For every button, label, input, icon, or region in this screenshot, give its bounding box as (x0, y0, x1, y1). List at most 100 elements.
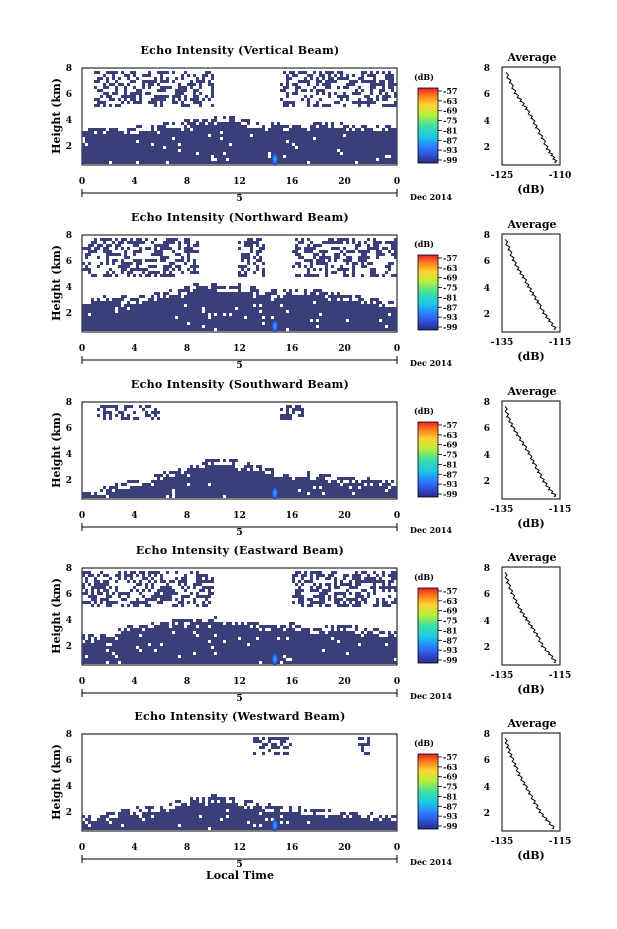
heatmap-cell (181, 577, 184, 580)
heatmap-cell (166, 649, 169, 652)
heatmap-cell (205, 128, 208, 131)
heatmap-cell (382, 313, 385, 316)
heatmap-cell (106, 592, 109, 595)
heatmap-cell (190, 495, 193, 498)
heatmap-cell (94, 86, 97, 89)
heatmap-cell (118, 146, 121, 149)
heatmap-cell (385, 143, 388, 146)
heatmap-cell (367, 101, 370, 104)
heatmap-cell (202, 137, 205, 140)
heatmap-cell (262, 301, 265, 304)
heatmap-cell (187, 307, 190, 310)
heatmap-cell (337, 155, 340, 158)
heatmap-cell (202, 295, 205, 298)
heatmap-cell (175, 259, 178, 262)
heatmap-cell (163, 128, 166, 131)
heatmap-cell (346, 304, 349, 307)
heatmap-cell (214, 134, 217, 137)
panel-southward-beam: Echo Intensity (Southward Beam) Height (… (50, 378, 571, 538)
heatmap-cell (103, 152, 106, 155)
heatmap-cell (151, 134, 154, 137)
heatmap-cell (304, 319, 307, 322)
heatmap-cell (325, 122, 328, 125)
heatmap-cell (106, 411, 109, 414)
heatmap-cell (127, 256, 130, 259)
heatmap-cell (298, 256, 301, 259)
heatmap-cell (307, 155, 310, 158)
heatmap-cell (253, 492, 256, 495)
heatmap-cell (202, 119, 205, 122)
heatmap-cell (376, 322, 379, 325)
heatmap-cell (271, 304, 274, 307)
heatmap-cell (148, 92, 151, 95)
heatmap-cell (148, 158, 151, 161)
heatmap-cell (169, 289, 172, 292)
heatmap-cell (163, 307, 166, 310)
heatmap-cell (307, 477, 310, 480)
heatmap-cell (178, 247, 181, 250)
heatmap-cell (313, 483, 316, 486)
heatmap-cell (193, 158, 196, 161)
heatmap-cell (307, 310, 310, 313)
heatmap-cell (169, 238, 172, 241)
heatmap-cell (295, 310, 298, 313)
heatmap-cell (322, 143, 325, 146)
heatmap-cell (211, 307, 214, 310)
heatmap-cell (244, 119, 247, 122)
heatmap-cell (223, 474, 226, 477)
heatmap-cell (148, 489, 151, 492)
heatmap-cell (172, 80, 175, 83)
heatmap-cell (88, 316, 91, 319)
heatmap-cell (100, 149, 103, 152)
heatmap-cell (307, 83, 310, 86)
heatmap-cell (361, 71, 364, 74)
heatmap-cell (232, 143, 235, 146)
heatmap-cell (394, 274, 397, 277)
heatmap-cell (370, 143, 373, 146)
heatmap-cell (250, 468, 253, 471)
heatmap-cell (307, 259, 310, 262)
heatmap-cell (199, 161, 202, 164)
heatmap-cell (160, 492, 163, 495)
heatmap-cell (265, 298, 268, 301)
heatmap-cell (157, 474, 160, 477)
heatmap-cell (121, 325, 124, 328)
heatmap-cell (301, 489, 304, 492)
heatmap-cell (127, 95, 130, 98)
heatmap-cell (394, 155, 397, 158)
heatmap-cell (376, 328, 379, 331)
heatmap-cell (283, 152, 286, 155)
heatmap-cell (94, 661, 97, 664)
heatmap-cell (154, 143, 157, 146)
heatmap-cell (178, 622, 181, 625)
heatmap-cell (172, 634, 175, 637)
heatmap-cell (298, 307, 301, 310)
heatmap-cell (94, 577, 97, 580)
heatmap-cell (253, 256, 256, 259)
heatmap-cell (106, 316, 109, 319)
y-tick-labels: 8 6 4 2 (66, 398, 72, 486)
heatmap-cell (124, 295, 127, 298)
heatmap-cell (247, 143, 250, 146)
heatmap-cell (373, 319, 376, 322)
heatmap-cell (106, 77, 109, 80)
heatmap-cell (238, 125, 241, 128)
heatmap-cell (121, 149, 124, 152)
heatmap-cell (271, 134, 274, 137)
heatmap-cell (157, 480, 160, 483)
heatmap-cell (292, 480, 295, 483)
heatmap-cell (343, 131, 346, 134)
heatmap-cell (379, 250, 382, 253)
heatmap-cell (253, 325, 256, 328)
heatmap-cell (283, 143, 286, 146)
heatmap-cell (196, 161, 199, 164)
heatmap-cell (85, 492, 88, 495)
heatmap-cell (100, 155, 103, 158)
heatmap-cell (127, 247, 130, 250)
heatmap-cell (220, 477, 223, 480)
heatmap-cell (241, 298, 244, 301)
heatmap-cell (367, 262, 370, 265)
heatmap-cell (343, 247, 346, 250)
heatmap-cell (136, 101, 139, 104)
heatmap-cell (118, 310, 121, 313)
